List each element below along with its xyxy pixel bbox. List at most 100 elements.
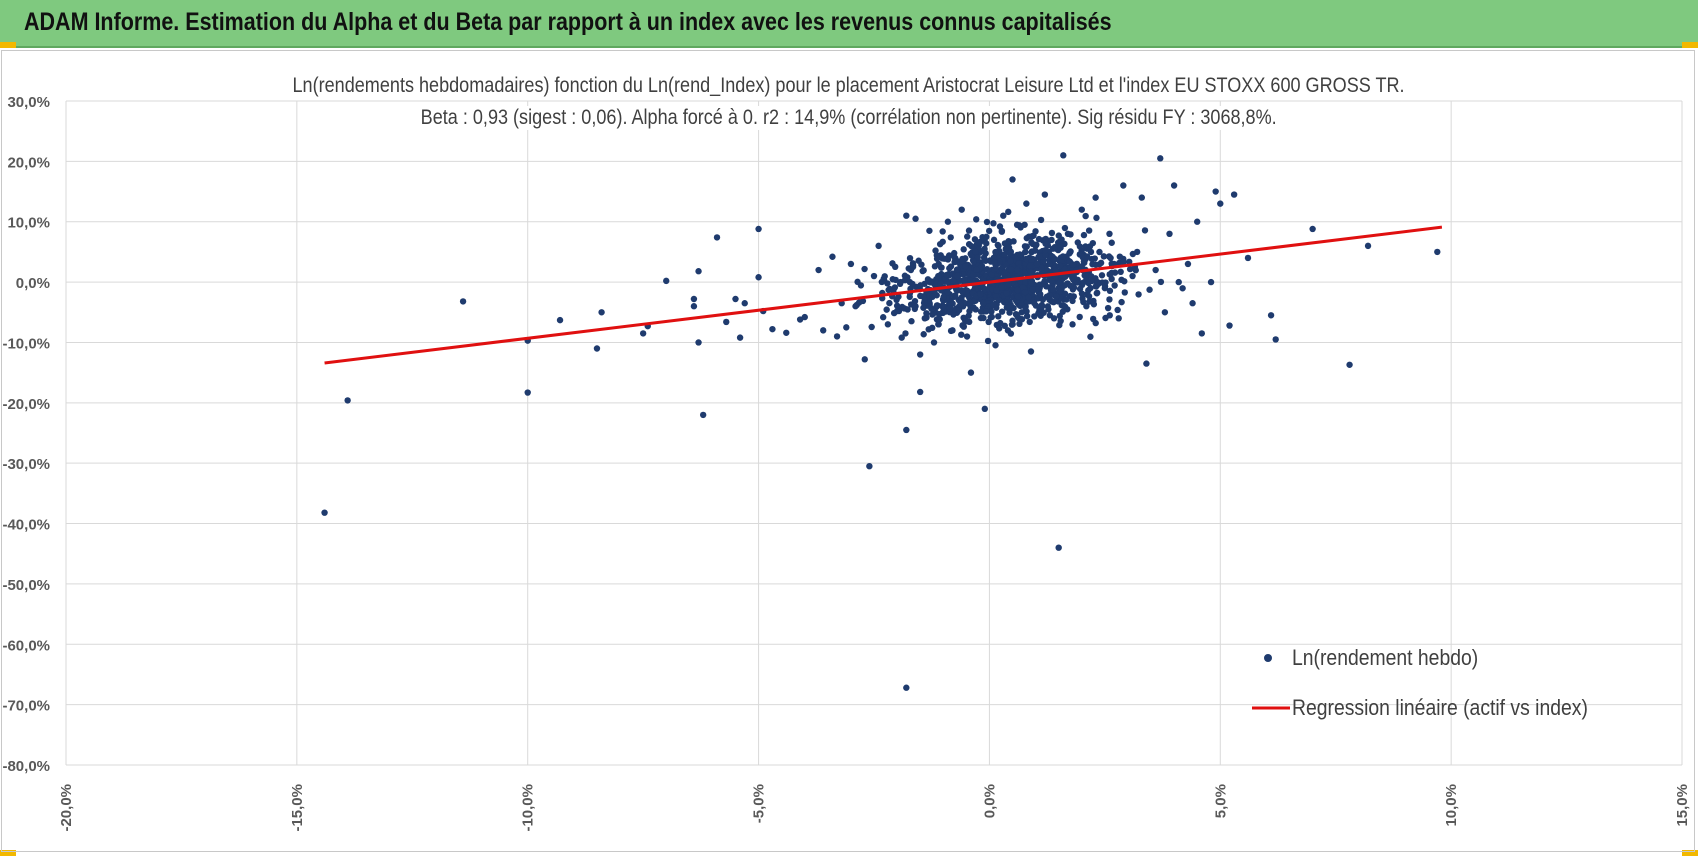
scatter-point [936, 316, 943, 323]
scatter-point [1058, 285, 1065, 292]
scatter-point [801, 313, 808, 321]
scatter-point [886, 299, 893, 307]
scatter-point [916, 388, 924, 396]
y-tick-label: -60,0% [2, 637, 50, 654]
scatter-point [1106, 296, 1113, 303]
scatter-point [1116, 253, 1124, 260]
scatter-point [926, 227, 933, 234]
scatter-point [1048, 297, 1055, 305]
y-tick-label: -20,0% [2, 396, 50, 413]
scatter-point [970, 304, 977, 311]
scatter-point [1038, 264, 1045, 271]
scatter-point [1166, 230, 1173, 237]
scatter-point [949, 277, 957, 284]
scatter-point [991, 259, 998, 266]
scatter-point [928, 278, 935, 285]
corner-accent-top-left [0, 42, 16, 48]
scatter-point [944, 256, 952, 263]
scatter-point [891, 284, 899, 291]
scatter-point [903, 684, 910, 691]
scatter-point [1118, 298, 1125, 306]
scatter-point [1042, 240, 1049, 247]
scatter-point [883, 306, 890, 313]
scatter-point [992, 248, 999, 256]
y-tick-label: 0,0% [16, 275, 50, 292]
scatter-point [995, 242, 1002, 250]
scatter-point [663, 277, 670, 285]
scatter-point [947, 234, 954, 241]
scatter-point [1028, 279, 1035, 287]
scatter-point [921, 315, 928, 322]
scatter-point [1013, 221, 1021, 229]
chart-legend: Ln(rendement hebdo) Regression linéaire … [1250, 640, 1610, 740]
scatter-point [1057, 244, 1064, 251]
scatter-point [1087, 333, 1094, 340]
legend-item-scatter: Ln(rendement hebdo) [1250, 640, 1610, 690]
scatter-point [1086, 243, 1094, 250]
scatter-point [961, 276, 968, 284]
scatter-point [1046, 260, 1053, 268]
scatter-point [1082, 212, 1089, 220]
scatter-point [951, 258, 958, 266]
scatter-point [935, 321, 942, 328]
scatter-point [1052, 262, 1059, 270]
scatter-point [990, 236, 998, 244]
scatter-point [556, 316, 564, 324]
scatter-point [1026, 262, 1034, 270]
scatter-point [957, 301, 964, 309]
scatter-point [1009, 176, 1016, 183]
scatter-point [1022, 279, 1029, 286]
scatter-point [1073, 278, 1081, 286]
scatter-point [833, 333, 841, 340]
scatter-point [963, 318, 970, 325]
scatter-point [1089, 315, 1097, 323]
scatter-point [741, 300, 748, 307]
scatter-point [1083, 253, 1091, 260]
scatter-point [967, 369, 975, 376]
scatter-point [985, 318, 992, 326]
scatter-point [1104, 304, 1112, 312]
scatter-point [998, 284, 1005, 291]
scatter-point [934, 302, 941, 309]
scatter-point [1037, 216, 1045, 224]
scatter-point [990, 301, 997, 308]
scatter-point [1061, 265, 1069, 273]
scatter-point [970, 258, 978, 265]
scatter-point [1038, 303, 1045, 311]
scatter-point [1050, 315, 1058, 322]
scatter-point [1053, 293, 1060, 300]
scatter-point [866, 463, 873, 470]
scatter-point [958, 294, 965, 301]
scatter-point [1021, 248, 1029, 256]
scatter-point [974, 254, 981, 261]
scatter-point [1108, 239, 1115, 246]
scatter-point [996, 325, 1003, 332]
scatter-point [1032, 228, 1039, 235]
scatter-point [1217, 200, 1224, 207]
scatter-point [1092, 194, 1099, 201]
scatter-point [1082, 243, 1089, 250]
scatter-point [1005, 208, 1012, 216]
scatter-point [1059, 308, 1066, 315]
scatter-point [1085, 279, 1092, 287]
scatter-point [699, 411, 707, 419]
scatter-point [929, 311, 936, 318]
scatter-point [598, 309, 605, 316]
scatter-point [940, 303, 947, 310]
scatter-point [898, 334, 905, 341]
scatter-point [1063, 296, 1070, 303]
scatter-point [1108, 269, 1115, 277]
scatter-point [843, 324, 850, 331]
report-title: ADAM Informe. Estimation du Alpha et du … [24, 8, 1112, 36]
scatter-point [690, 303, 698, 310]
scatter-point [1049, 245, 1057, 252]
scatter-point [992, 342, 999, 349]
scatter-point [690, 295, 698, 303]
scatter-point [996, 258, 1003, 266]
scatter-point [936, 240, 944, 248]
scatter-point [1027, 348, 1035, 355]
scatter-point [932, 247, 939, 254]
scatter-point [1030, 299, 1038, 307]
scatter-point [1086, 298, 1093, 305]
scatter-point [1120, 258, 1127, 266]
